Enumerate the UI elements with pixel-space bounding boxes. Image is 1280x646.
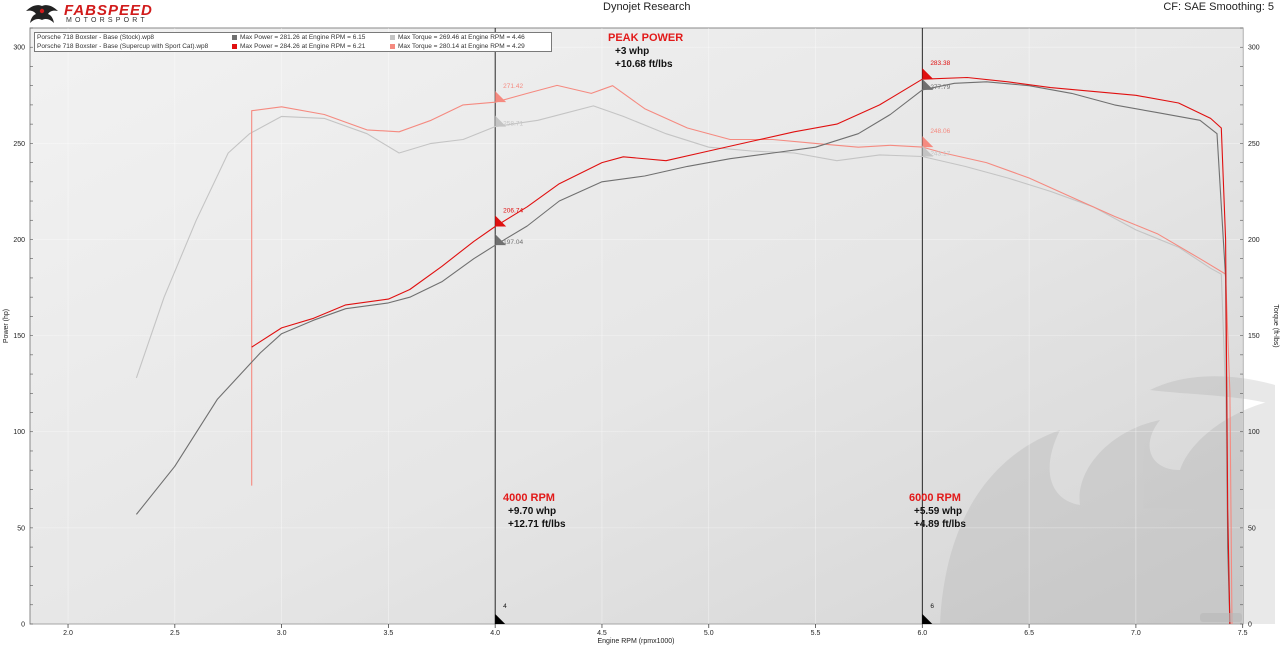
series-line-mod_torque [251, 84, 1233, 625]
y2-tick-label: 0 [1248, 622, 1252, 629]
legend-stock-torque-label: Max Torque = 269.46 at Engine RPM = 4.46 [398, 34, 525, 41]
annotation-peak-title: PEAK POWER [608, 32, 684, 44]
marker-stock_torque [922, 145, 934, 157]
grid-lines [30, 28, 1243, 625]
y-tick-label: 200 [13, 237, 25, 244]
y-tick-label: 50 [17, 525, 25, 532]
annotation-4000-line1: +9.70 whp [508, 506, 557, 517]
annotation-6000-line2: +4.89 ft/lbs [914, 519, 966, 530]
marker-stock_power [922, 78, 934, 90]
annotation-6000-title: 6000 RPM [909, 492, 961, 504]
x-tick-label: 2.0 [63, 630, 73, 637]
annotation-peak-line2: +10.68 ft/lbs [615, 59, 673, 70]
y2-tick-label: 200 [1248, 237, 1260, 244]
legend-stock-power-label: Max Power = 281.26 at Engine RPM = 6.15 [240, 34, 366, 41]
legend-mod-torque: Max Torque = 280.14 at Engine RPM = 4.29 [390, 42, 525, 51]
marker-stock_torque [495, 115, 507, 127]
plot-area [29, 27, 1244, 625]
y-tick-label: 0 [21, 622, 25, 629]
fabspeed-logo: FABSPEED MOTORSPORT [24, 2, 204, 28]
swatch-mod-torque [390, 43, 395, 49]
series-line-stock_power [135, 81, 1231, 625]
series-line-mod_power [251, 76, 1231, 625]
value-markers: 206.74 197.04 271.42 258.71 283.38 277.79 248.… [495, 60, 951, 246]
swatch-stock-power [232, 34, 237, 40]
marker-label-stock_torque: 243.17 [930, 150, 950, 157]
y-tick-label: 100 [13, 429, 25, 436]
swatch-mod-power [232, 43, 237, 49]
x-tick-label: 6.0 [917, 630, 927, 637]
y-tick-label: 150 [13, 333, 25, 340]
x-tick-label: 3.5 [384, 630, 394, 637]
marker-mod_torque [922, 136, 934, 148]
x-tick-label: 2.5 [170, 630, 180, 637]
axis-ticks: 2.0 2.5 3.0 3.5 4.0 4.5 5.0 5.5 6.0 6.5 7.0 7.50 050… [13, 27, 1260, 637]
marker-label-stock_power: 277.79 [930, 84, 950, 91]
bird-emblem-icon [26, 5, 58, 23]
swatch-stock-torque [390, 34, 395, 40]
y-axis-label: Power (hp) [3, 309, 10, 343]
y2-tick-label: 50 [1248, 525, 1256, 532]
x-tick-label: 5.5 [811, 630, 821, 637]
axis-labels: Engine RPM (rpmx1000) Power (hp) Torque … [3, 304, 1279, 645]
x-tick-label: 4.5 [597, 630, 607, 637]
marker-label-stock_power: 197.04 [503, 239, 523, 246]
dynojet-badge [1200, 613, 1242, 622]
annotation-4000-line2: +12.71 ft/lbs [508, 519, 566, 530]
x-tick-label: 4.0 [490, 630, 500, 637]
y2-axis-label: Torque (ft-lbs) [1272, 304, 1279, 347]
y2-tick-label: 150 [1248, 333, 1260, 340]
settings-readout: CF: SAE Smoothing: 5 [1163, 1, 1274, 13]
marker-mod_power [922, 68, 934, 80]
marker-label-mod_torque: 248.06 [930, 128, 950, 135]
watermark-emblem [940, 376, 1275, 624]
cursor-handle[interactable] [922, 614, 933, 624]
chart-title: Dynojet Research [603, 1, 691, 13]
y2-tick-label: 250 [1248, 141, 1260, 148]
marker-stock_power [495, 234, 507, 246]
y-tick-label: 250 [13, 141, 25, 148]
legend-mod-power-label: Max Power = 284.26 at Engine RPM = 6.21 [240, 43, 366, 50]
y2-tick-label: 100 [1248, 429, 1260, 436]
marker-label-mod_power: 206.74 [503, 208, 523, 215]
series-lines [135, 76, 1233, 625]
annotation-peak-line1: +3 whp [615, 46, 650, 57]
annotation-6000-rpm: 6000 RPM +5.59 whp +4.89 ft/lbs [909, 492, 966, 531]
y2-tick-label: 300 [1248, 45, 1260, 52]
marker-label-mod_power: 283.38 [930, 60, 950, 67]
legend-run-stock-name: Porsche 718 Boxster - Base (Stock).wp8 [37, 34, 155, 41]
annotation-4000-title: 4000 RPM [503, 492, 555, 504]
logo-wordmark: FABSPEED [64, 2, 153, 19]
x-tick-label: 7.0 [1131, 630, 1141, 637]
series-line-stock_torque [135, 105, 1231, 625]
legend-mod-torque-label: Max Torque = 280.14 at Engine RPM = 4.29 [398, 43, 525, 50]
cursor-handle[interactable] [495, 614, 506, 624]
legend-run-mod-name: Porsche 718 Boxster - Base (Supercup wit… [37, 43, 209, 50]
x-tick-label: 3.0 [277, 630, 287, 637]
legend-stock-power: Max Power = 281.26 at Engine RPM = 6.15 [232, 33, 365, 42]
legend-stock-torque: Max Torque = 269.46 at Engine RPM = 4.46 [390, 33, 525, 42]
marker-mod_power [495, 215, 507, 227]
legend: Porsche 718 Boxster - Base (Stock).wp8 P… [34, 32, 552, 52]
marker-label-mod_torque: 271.42 [503, 83, 523, 90]
cursor-label: 6 [930, 603, 934, 610]
annotation-4000-rpm: 4000 RPM +9.70 whp +12.71 ft/lbs [503, 492, 566, 531]
annotation-6000-line1: +5.59 whp [914, 506, 963, 517]
logo-subtitle: MOTORSPORT [66, 17, 148, 24]
marker-label-stock_torque: 258.71 [503, 121, 523, 128]
y-tick-label: 300 [13, 45, 25, 52]
marker-mod_torque [495, 91, 507, 103]
x-tick-label: 6.5 [1024, 630, 1034, 637]
x-axis-label: Engine RPM (rpmx1000) [597, 638, 674, 645]
x-tick-label: 7.5 [1238, 630, 1248, 637]
legend-mod-power: Max Power = 284.26 at Engine RPM = 6.21 [232, 42, 365, 51]
x-tick-label: 5.0 [704, 630, 714, 637]
annotation-peak-power: PEAK POWER +3 whp +10.68 ft/lbs [608, 32, 683, 71]
cursor-label: 4 [503, 603, 507, 610]
